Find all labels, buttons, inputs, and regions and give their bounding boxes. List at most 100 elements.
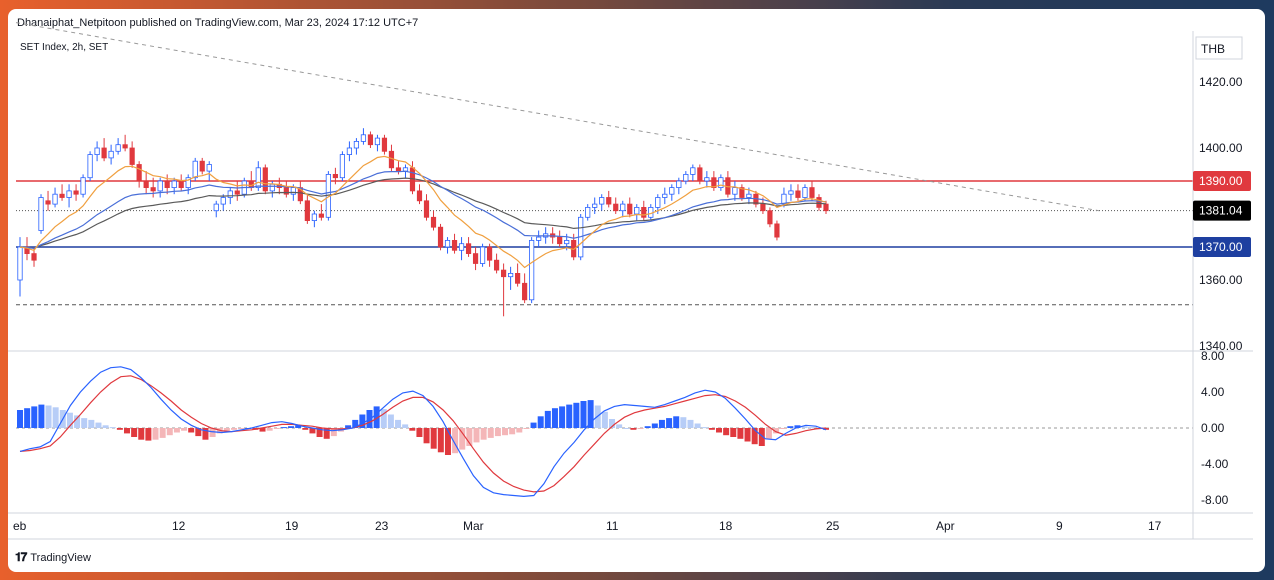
macd-histogram-bar [516,428,523,433]
candle-body [108,150,114,159]
candle-body [802,187,808,198]
macd-histogram-bar [17,410,23,428]
candle-body [332,173,338,179]
candle-body [143,180,149,188]
macd-histogram-bar [280,427,287,429]
candle-body [423,200,430,218]
macd-histogram-bar [123,428,130,434]
candle-body [655,197,661,208]
macd-histogram-bar [487,428,494,438]
candle-body [206,164,212,172]
macd-histogram-bar [544,410,551,428]
macd-histogram-bar [430,428,437,449]
candle-body [704,177,710,182]
candle-body [711,177,717,188]
candle-body [311,213,317,221]
candle-body [486,246,493,261]
candle-body [416,190,423,202]
price-pane [15,22,1193,317]
candle-body [38,197,44,231]
candle-body [339,154,346,179]
candle-body [381,137,388,152]
macd-histogram-bar [480,428,487,440]
candle-body [255,167,261,189]
macd-histogram-bar [494,428,501,437]
candle-body [157,180,163,192]
candle-body [795,190,801,198]
macd-histogram-bar [195,428,202,437]
macd-tick-label: -8.00 [1201,493,1229,507]
currency-box [1195,36,1243,60]
candle-body [178,180,184,188]
macd-histogram-bar [666,418,673,428]
price-tick-label: 1340.00 [1199,339,1243,353]
candle-body [451,239,458,251]
macd-histogram-bar [145,428,152,441]
macd-histogram-bar [716,428,723,433]
candle-body [374,137,381,146]
candle-body [690,167,696,175]
macd-histogram-bar [31,406,38,428]
date-tick-label: Mar [463,519,484,533]
ema-fast-line [19,155,827,269]
macd-histogram-bar [773,428,780,434]
macd-histogram-bar [744,428,751,442]
date-tick-label: eb [13,519,27,533]
price-tag-label: 1370.00 [1199,240,1243,254]
candle-body [508,272,514,278]
candle-body [388,150,395,169]
macd-histogram-bar [630,428,637,430]
macd-histogram-bar [537,416,544,428]
candle-body [809,187,815,198]
ema-slow-line [19,177,827,249]
macd-histogram-bar [444,428,451,455]
price-tag-box [1193,200,1251,221]
tradingview-footer: 𝟏𝟕 TradingView [15,550,91,565]
candle-body [87,154,93,179]
candle-body [472,253,479,264]
macd-histogram-bar [680,417,687,428]
macd-histogram-bar [708,428,715,430]
candle-body [17,246,23,281]
macd-histogram-bar [758,428,765,446]
price-tick-label: 1400.00 [1199,141,1243,155]
candle-body [781,193,787,205]
candle-body [774,223,780,238]
candle-body [164,180,170,188]
trendline [15,22,1099,212]
macd-histogram-bar [644,426,651,428]
chart-canvas[interactable]: SET Index, 2h, SET THB 1420.00 1400.00 1360.… [8,9,1265,572]
candle-body [52,193,58,205]
macd-histogram-bar [109,427,116,429]
candle-body [662,193,668,198]
macd-histogram-bar [616,424,623,428]
macd-histogram-bar [623,428,630,429]
macd-histogram-bar [52,407,59,428]
macd-histogram-bar [808,427,815,429]
macd-histogram-bar [601,411,608,428]
candle-body [101,147,107,159]
macd-histogram-bar [473,428,480,443]
date-tick-label: 11 [606,519,619,533]
macd-histogram-bar [423,428,430,444]
macd-histogram-bar [765,428,772,439]
candle-body [676,180,682,188]
axes: SET Index, 2h, SET THB 1420.00 1400.00 1360.… [8,31,1253,540]
macd-histogram-bar [159,428,166,438]
candle-body [220,197,226,205]
macd-histogram-bar [323,428,330,439]
macd-histogram-bar [387,414,394,428]
candle-body [767,210,773,225]
date-tick-label: 23 [375,519,389,533]
date-tick-label: 17 [1148,519,1162,533]
candle-body [395,167,402,172]
macd-histogram-bar [673,416,680,428]
macd-tick-label: 8.00 [1201,349,1225,363]
candle-body [346,147,353,155]
candle-body [45,200,51,205]
macd-histogram-bar [102,425,109,428]
date-tick-label: 9 [1056,519,1063,533]
candle-body [129,147,135,165]
candle-body [669,187,675,195]
candle-body [823,203,829,212]
